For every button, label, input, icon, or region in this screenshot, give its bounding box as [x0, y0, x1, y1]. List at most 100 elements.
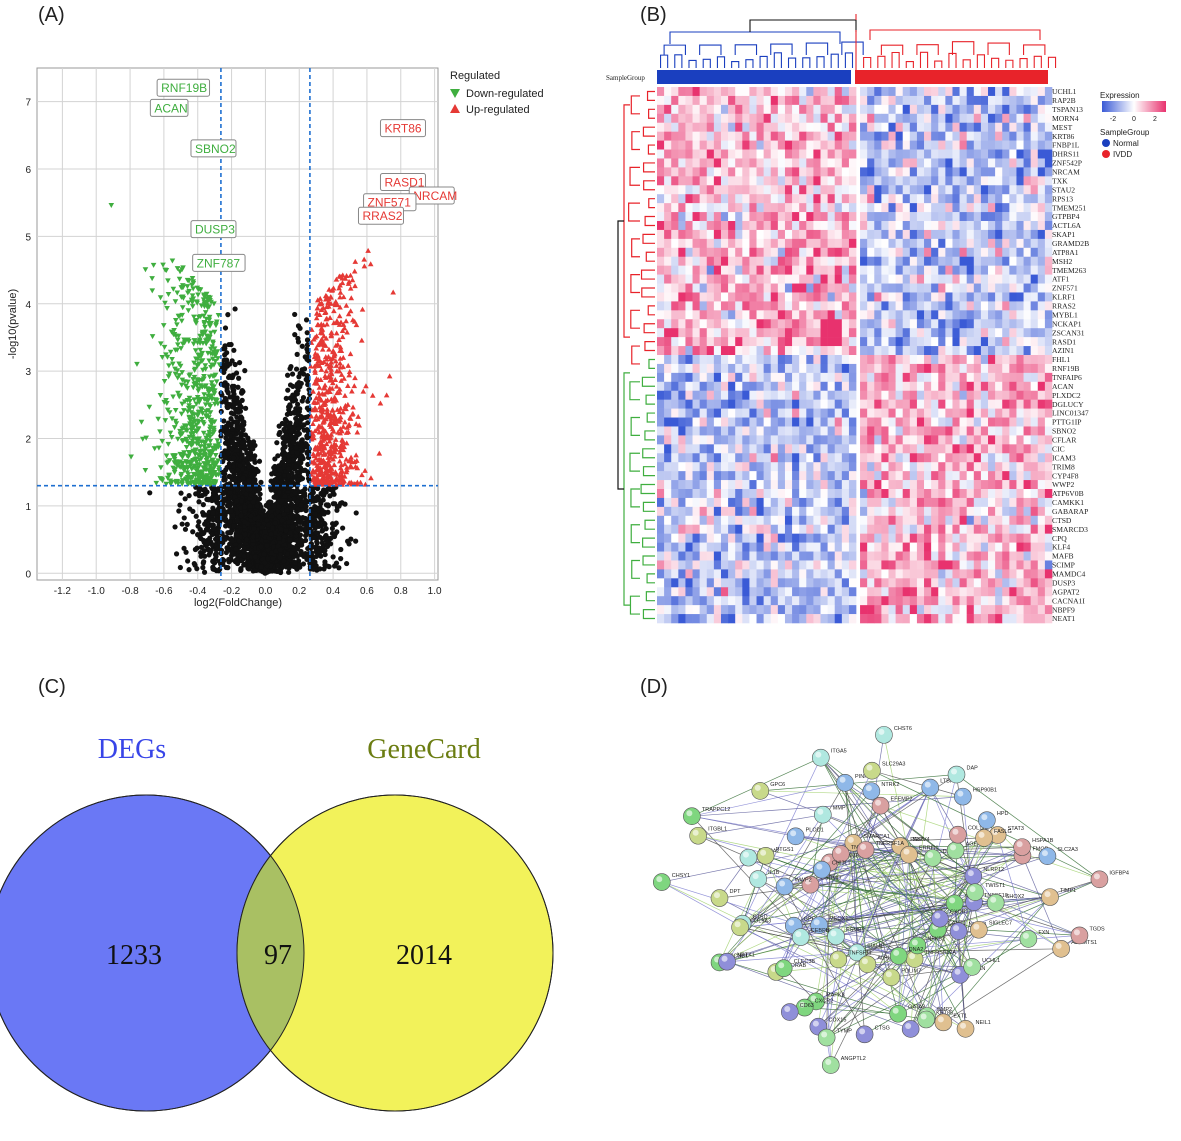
heatmap-cell — [881, 113, 889, 124]
ns-point — [297, 532, 304, 538]
x-tick-label: -1.2 — [54, 586, 72, 597]
heatmap-cell — [1002, 140, 1010, 150]
ns-point — [282, 480, 288, 486]
up-point — [339, 327, 346, 333]
up-point — [326, 438, 333, 444]
up-point — [313, 395, 319, 401]
ns-point — [246, 464, 252, 470]
ns-point — [287, 382, 294, 388]
heatmap-cell — [874, 87, 882, 97]
ns-point — [252, 442, 258, 449]
heatmap-cell — [1037, 95, 1046, 106]
ns-point — [284, 507, 290, 513]
up-point — [316, 300, 323, 306]
heatmap-cell — [671, 140, 679, 150]
down-point — [203, 383, 209, 389]
ns-point — [283, 527, 289, 534]
ns-point — [283, 432, 289, 439]
down-point — [179, 377, 186, 383]
up-point — [334, 301, 341, 307]
heatmap-cell — [902, 131, 911, 141]
heatmap-cell — [1030, 131, 1039, 141]
heatmap-cell — [678, 87, 686, 97]
heatmap-cell — [713, 113, 722, 124]
up-point — [383, 392, 390, 398]
gene-label: ACAN — [149, 98, 189, 117]
up-point — [359, 472, 365, 478]
ns-point — [299, 506, 305, 512]
heatmap-cell — [1002, 95, 1010, 106]
up-point — [336, 336, 342, 342]
ns-point — [279, 517, 285, 524]
down-point — [167, 478, 174, 484]
col-branch — [891, 51, 900, 68]
heatmap-cell — [888, 122, 896, 132]
heatmap-cell — [841, 149, 850, 159]
up-point — [316, 384, 323, 390]
ns-point — [295, 323, 302, 329]
heatmap-cell — [799, 122, 807, 132]
heatmap-cell — [728, 149, 736, 159]
down-point — [202, 329, 209, 335]
ns-point — [293, 366, 300, 372]
heatmap-cell — [678, 131, 686, 141]
up-point — [351, 268, 358, 274]
heatmap-cell — [952, 104, 960, 115]
heatmap-cell — [881, 122, 889, 132]
ns-point — [226, 341, 232, 348]
heatmap-cell — [820, 140, 828, 150]
up-point — [341, 473, 348, 479]
down-point — [205, 389, 212, 395]
down-point — [206, 429, 213, 435]
heatmap-cell — [749, 131, 757, 141]
down-point — [196, 436, 203, 442]
heatmap-cell — [784, 113, 793, 124]
legend-down-label: Down-regulated — [466, 88, 544, 100]
row-branch — [647, 305, 655, 316]
heatmap-cell — [664, 113, 672, 124]
up-point — [318, 408, 325, 414]
up-point — [386, 373, 393, 379]
up-point — [323, 293, 330, 299]
heatmap-cell — [988, 95, 996, 106]
up-point — [330, 347, 336, 353]
heatmap-cell — [952, 131, 960, 141]
heatmap-cell — [763, 131, 772, 141]
down-point — [187, 476, 194, 482]
heatmap-cell — [938, 95, 946, 106]
ns-point — [232, 361, 238, 368]
heatmap-cell — [860, 122, 868, 132]
ns-point — [275, 563, 281, 569]
col-branch — [773, 52, 782, 68]
heatmap-cell — [945, 87, 953, 97]
down-point — [185, 379, 191, 385]
col-branch — [948, 52, 957, 68]
heatmap-cell — [806, 122, 814, 132]
panel-label-c: (C) — [38, 676, 66, 698]
heatmap-cell — [1016, 87, 1024, 97]
up-point — [348, 464, 355, 470]
ns-point — [301, 366, 308, 372]
down-point — [194, 285, 201, 291]
heatmap-cell — [931, 104, 939, 115]
heatmap-cell — [881, 131, 889, 141]
down-point — [146, 404, 153, 410]
heatmap-cell — [902, 95, 911, 106]
ns-point — [348, 536, 354, 542]
row-branch — [648, 358, 655, 369]
heatmap-cell — [888, 140, 896, 150]
down-point — [197, 444, 204, 450]
up-point — [328, 330, 335, 336]
down-point — [201, 466, 208, 472]
x-tick-label: 0.2 — [292, 586, 306, 597]
heatmap-cell — [813, 122, 821, 132]
ns-point — [250, 534, 256, 540]
ns-point — [234, 560, 241, 567]
ns-point — [306, 405, 312, 411]
ns-point — [289, 470, 295, 476]
ns-point — [282, 493, 288, 499]
down-point — [199, 469, 206, 475]
ns-point — [246, 442, 252, 449]
heatmap-cell — [945, 122, 953, 132]
up-point — [318, 307, 325, 313]
